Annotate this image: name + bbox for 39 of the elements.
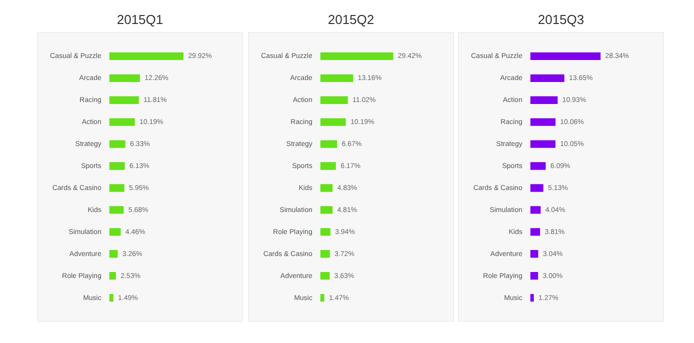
bar bbox=[109, 118, 135, 126]
bar bbox=[320, 250, 330, 258]
bar bbox=[530, 162, 546, 170]
bar bbox=[109, 140, 126, 148]
bar bbox=[530, 118, 556, 126]
bar bbox=[109, 74, 140, 82]
bar bbox=[320, 74, 354, 82]
bar bbox=[109, 96, 139, 104]
bar bbox=[530, 228, 540, 236]
bar bbox=[109, 272, 116, 280]
bar bbox=[109, 250, 118, 258]
bar bbox=[109, 294, 114, 302]
bar bbox=[320, 228, 330, 236]
bar bbox=[530, 206, 541, 214]
bar bbox=[530, 74, 564, 82]
bar bbox=[320, 118, 346, 126]
bar bbox=[320, 184, 333, 192]
bar bbox=[109, 162, 125, 170]
bar bbox=[320, 140, 338, 148]
bar bbox=[109, 206, 124, 214]
bar bbox=[530, 52, 601, 60]
bar bbox=[109, 228, 121, 236]
bar bbox=[530, 294, 534, 302]
bar bbox=[320, 162, 336, 170]
bar bbox=[320, 272, 330, 280]
bar bbox=[320, 96, 348, 104]
bar bbox=[530, 184, 544, 192]
bar bbox=[320, 294, 324, 302]
bar bbox=[530, 140, 556, 148]
bar bbox=[320, 206, 333, 214]
bar bbox=[530, 250, 538, 258]
chart-title: 2015Q2 bbox=[326, 11, 376, 29]
bar bbox=[530, 272, 538, 280]
bar bbox=[109, 184, 124, 192]
chart-title: 2015Q1 bbox=[116, 11, 164, 29]
bar bbox=[109, 52, 184, 60]
chart-title: 2015Q3 bbox=[536, 11, 586, 29]
bar bbox=[320, 52, 394, 60]
bar bbox=[530, 96, 558, 104]
